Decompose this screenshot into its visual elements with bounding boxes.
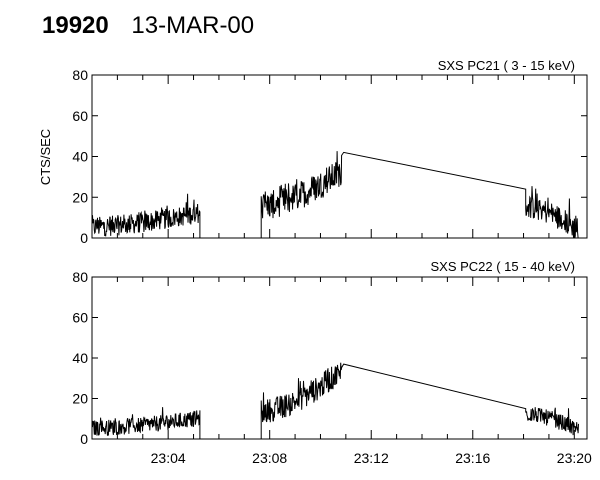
- panel-pc21: SXS PC21 ( 3 - 15 keV) CTS/SEC 0 20 40 60 80: [38, 58, 588, 246]
- y-tick-label: 0: [80, 431, 88, 447]
- y-tick-label: 40: [72, 350, 88, 366]
- y-tick-label: 80: [72, 67, 88, 83]
- y-tick-label: 80: [72, 269, 88, 285]
- panel-title-pc22: SXS PC22 ( 15 - 40 keV): [430, 259, 575, 274]
- y-axis-label: CTS/SEC: [38, 129, 53, 185]
- x-tick-label: 23:08: [252, 450, 287, 466]
- y-tick-label: 40: [72, 149, 88, 165]
- x-tick-label: 23:16: [455, 450, 490, 466]
- y-tick-label: 60: [72, 310, 88, 326]
- x-tick-label: 23:20: [557, 450, 592, 466]
- y-ticks-pc22: 0 20 40 60 80: [72, 269, 587, 447]
- x-ticks-pc21: [91, 75, 575, 238]
- y-tick-label: 20: [72, 189, 88, 205]
- y-tick-label: 20: [72, 391, 88, 407]
- event-id: 19920: [42, 12, 109, 39]
- panel-title-pc21: SXS PC21 ( 3 - 15 keV): [438, 58, 575, 73]
- series-pc21: [91, 151, 579, 239]
- count-rate-line: [91, 151, 579, 239]
- figure-title: 19920 13-MAR-00: [42, 12, 254, 40]
- y-tick-label: 0: [80, 230, 88, 246]
- x-tick-label: 23:04: [151, 450, 186, 466]
- count-rate-line: [91, 362, 579, 440]
- y-tick-label: 60: [72, 108, 88, 124]
- event-date: 13-MAR-00: [131, 12, 255, 39]
- plot-frame-pc22: [91, 276, 588, 440]
- series-pc22: [91, 362, 579, 440]
- y-ticks-pc21: 0 20 40 60 80: [72, 67, 587, 246]
- x-tick-label: 23:12: [354, 450, 389, 466]
- x-ticks-pc22: 23:04 23:08 23:12 23:16 23:20: [91, 277, 592, 466]
